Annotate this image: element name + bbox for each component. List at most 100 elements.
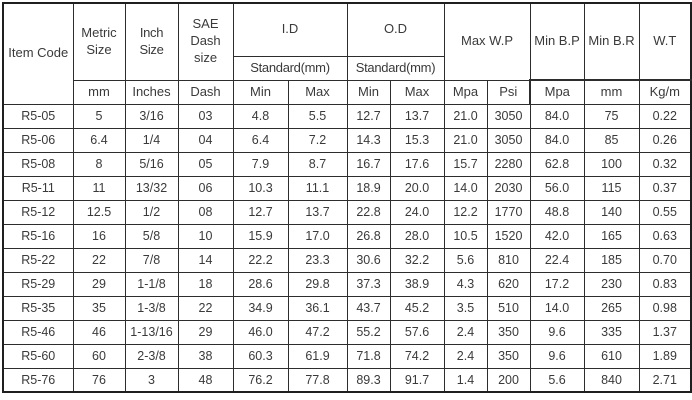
cell-od-min: 55.2 <box>346 319 391 345</box>
cell-maxwp-psi: 350 <box>486 319 531 345</box>
cell-maxwp-mpa: 5.6 <box>443 247 488 273</box>
cell-od-max: 57.6 <box>389 319 445 345</box>
header-id: I.D <box>232 2 348 57</box>
cell-id-min: 4.8 <box>232 103 289 129</box>
cell-minbp-mpa: 84.0 <box>529 127 585 153</box>
cell-inch-size: 1-13/16 <box>124 319 179 345</box>
table-row: R5-29 29 1-1/8 18 28.6 29.8 37.3 38.9 4.3 620 17.2… <box>2 271 692 297</box>
header-min-br: Min B.R <box>583 2 640 81</box>
cell-id-min: 15.9 <box>232 223 289 249</box>
cell-id-max: 17.0 <box>287 223 348 249</box>
cell-od-min: 71.8 <box>346 343 391 369</box>
cell-maxwp-mpa: 3.5 <box>443 295 488 321</box>
table-body: R5-05 5 3/16 03 4.8 5.5 12.7 13.7 21.0 3050 84.0 75… <box>2 103 692 393</box>
cell-wt-kgm: 0.98 <box>638 295 692 321</box>
cell-metric-size-mm: 6.4 <box>72 127 126 153</box>
cell-sae-dash: 10 <box>177 223 234 249</box>
unit-wt-kgm: Kg/m <box>638 79 692 105</box>
cell-wt-kgm: 0.63 <box>638 223 692 249</box>
cell-sae-dash: 22 <box>177 295 234 321</box>
cell-od-min: 18.9 <box>346 175 391 201</box>
cell-maxwp-psi: 1770 <box>486 199 531 225</box>
cell-metric-size-mm: 60 <box>72 343 126 369</box>
cell-minbp-mpa: 84.0 <box>529 103 585 129</box>
unit-id-max: Max <box>287 79 348 105</box>
cell-od-min: 16.7 <box>346 151 391 177</box>
cell-inch-size: 5/16 <box>124 151 179 177</box>
cell-od-max: 13.7 <box>389 103 445 129</box>
unit-wp-mpa: Mpa <box>443 79 488 105</box>
cell-id-max: 11.1 <box>287 175 348 201</box>
cell-metric-size-mm: 46 <box>72 319 126 345</box>
header-row-units: mm Inches Dash Min Max Min Max Mpa Psi M… <box>3 79 692 105</box>
cell-metric-size-mm: 29 <box>72 271 126 297</box>
cell-minbr-mm: 140 <box>583 199 640 225</box>
cell-od-min: 43.7 <box>346 295 391 321</box>
cell-od-min: 89.3 <box>346 367 391 393</box>
cell-inch-size: 1/2 <box>124 199 179 225</box>
header-sae-dash-size: SAE Dash size <box>177 2 234 81</box>
cell-od-max: 38.9 <box>389 271 445 297</box>
cell-inch-size: 2-3/8 <box>124 343 179 369</box>
cell-minbr-mm: 610 <box>583 343 640 369</box>
cell-id-max: 36.1 <box>287 295 348 321</box>
cell-sae-dash: 05 <box>177 151 234 177</box>
cell-wt-kgm: 0.22 <box>638 103 692 129</box>
unit-od-max: Max <box>389 79 445 105</box>
cell-maxwp-mpa: 4.3 <box>443 271 488 297</box>
cell-metric-size-mm: 11 <box>72 175 126 201</box>
cell-minbr-mm: 165 <box>583 223 640 249</box>
cell-inch-size: 1-3/8 <box>124 295 179 321</box>
cell-maxwp-psi: 620 <box>486 271 531 297</box>
cell-wt-kgm: 1.89 <box>638 343 692 369</box>
cell-od-min: 26.8 <box>346 223 391 249</box>
cell-id-max: 77.8 <box>287 367 348 393</box>
cell-id-max: 29.8 <box>287 271 348 297</box>
cell-maxwp-psi: 510 <box>486 295 531 321</box>
header-row-groups: Item Code Metric Size Inch Size SAE Dash… <box>2 2 692 105</box>
cell-sae-dash: 29 <box>177 319 234 345</box>
table-row: R5-22 22 7/8 14 22.2 23.3 30.6 32.2 5.6 810 22.4 18… <box>2 247 692 273</box>
cell-maxwp-psi: 810 <box>486 247 531 273</box>
cell-inch-size: 1-1/8 <box>124 271 179 297</box>
header-row-standard: Standard(mm) Standard(mm) <box>3 55 691 81</box>
header-id-standard-mm: Standard(mm) <box>232 55 348 81</box>
cell-minbp-mpa: 42.0 <box>529 223 585 249</box>
cell-metric-size-mm: 35 <box>72 295 126 321</box>
table-row: R5-12 12.5 1/2 08 12.7 13.7 22.8 24.0 12.2 1770 48… <box>2 199 692 225</box>
cell-id-min: 22.2 <box>232 247 289 273</box>
cell-id-min: 7.9 <box>232 151 289 177</box>
cell-maxwp-psi: 2030 <box>486 175 531 201</box>
cell-inch-size: 1/4 <box>124 127 179 153</box>
cell-maxwp-mpa: 21.0 <box>443 127 488 153</box>
cell-wt-kgm: 0.26 <box>638 127 692 153</box>
cell-maxwp-mpa: 12.2 <box>443 199 488 225</box>
unit-id-min: Min <box>232 79 289 105</box>
cell-id-min: 28.6 <box>232 271 289 297</box>
cell-minbr-mm: 185 <box>583 247 640 273</box>
cell-id-max: 7.2 <box>287 127 348 153</box>
unit-inches: Inches <box>124 79 179 105</box>
cell-id-min: 12.7 <box>232 199 289 225</box>
cell-id-max: 13.7 <box>287 199 348 225</box>
table-row: R5-76 76 3 48 76.2 77.8 89.3 91.7 1.4 200 5.6 840 2.… <box>2 367 692 393</box>
cell-id-min: 60.3 <box>232 343 289 369</box>
cell-id-min: 10.3 <box>232 175 289 201</box>
cell-od-max: 15.3 <box>389 127 445 153</box>
cell-od-max: 91.7 <box>389 367 445 393</box>
cell-inch-size: 7/8 <box>124 247 179 273</box>
cell-item-code: R5-08 <box>2 151 74 177</box>
cell-wt-kgm: 0.32 <box>638 151 692 177</box>
cell-od-min: 37.3 <box>346 271 391 297</box>
cell-id-min: 6.4 <box>232 127 289 153</box>
cell-minbr-mm: 100 <box>583 151 640 177</box>
header-inch-size: Inch Size <box>124 2 179 81</box>
cell-maxwp-psi: 350 <box>486 343 531 369</box>
cell-minbp-mpa: 9.6 <box>529 343 585 369</box>
cell-metric-size-mm: 16 <box>72 223 126 249</box>
unit-metric-mm: mm <box>72 79 126 105</box>
cell-inch-size: 5/8 <box>124 223 179 249</box>
cell-od-min: 14.3 <box>346 127 391 153</box>
cell-maxwp-psi: 2280 <box>486 151 531 177</box>
